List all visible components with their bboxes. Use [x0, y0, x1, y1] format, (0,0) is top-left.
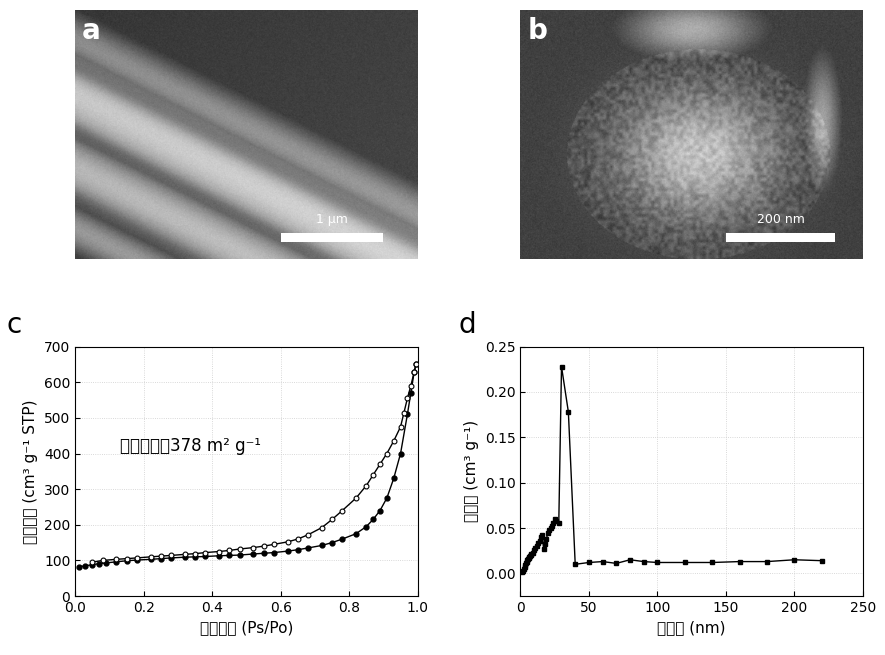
Text: a: a [82, 17, 101, 45]
Text: 比表面积：378 m² g⁻¹: 比表面积：378 m² g⁻¹ [119, 438, 261, 455]
Bar [281, 233, 383, 242]
Y-axis label: 吸附容量 (cm³ g⁻¹ STP): 吸附容量 (cm³ g⁻¹ STP) [23, 399, 38, 544]
Y-axis label: 孔容量 (cm³ g⁻¹): 孔容量 (cm³ g⁻¹) [465, 421, 480, 523]
Text: d: d [458, 311, 476, 339]
Text: c: c [7, 311, 22, 339]
X-axis label: 孔直径 (nm): 孔直径 (nm) [658, 620, 726, 635]
Bar [726, 233, 835, 242]
Text: b: b [527, 17, 547, 45]
Text: 200 nm: 200 nm [757, 213, 804, 225]
X-axis label: 相对压力 (Ps/Po): 相对压力 (Ps/Po) [200, 620, 293, 635]
Text: 1 μm: 1 μm [316, 213, 348, 225]
